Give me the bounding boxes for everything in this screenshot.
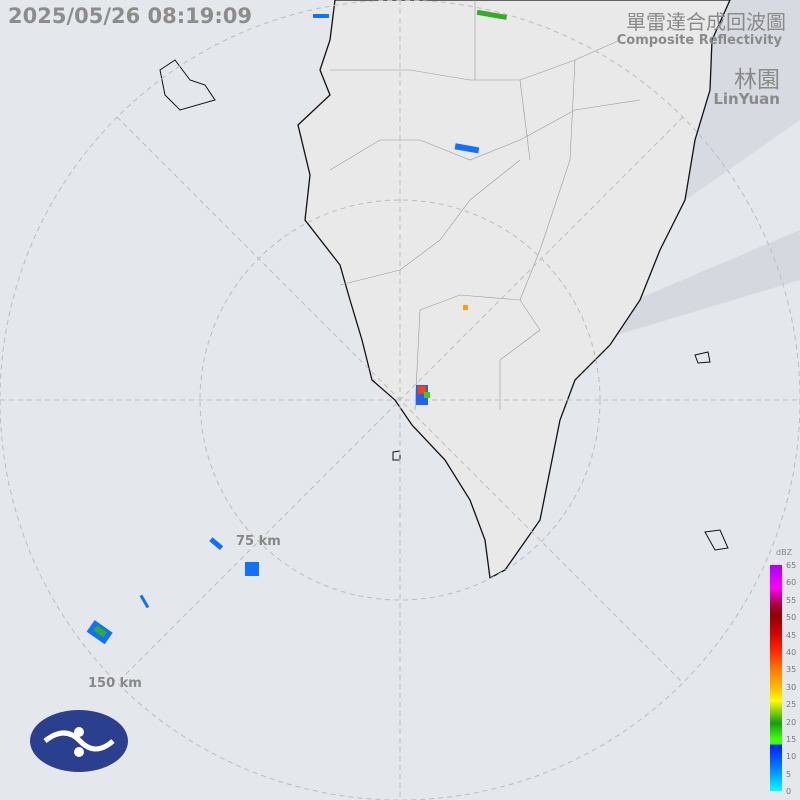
echo [463, 305, 468, 310]
legend-tick: 15 [786, 735, 797, 744]
echo [424, 392, 430, 398]
legend-tick: 5 [786, 769, 792, 779]
echo [209, 537, 224, 551]
legend-tick: 45 [786, 630, 797, 640]
legend-tick: 65 [786, 561, 797, 570]
cwa-logo [30, 710, 128, 772]
legend-unit: dBZ [776, 548, 793, 557]
echo [245, 562, 259, 576]
echo [454, 143, 480, 154]
echo [476, 9, 508, 20]
legend-tick: 35 [786, 665, 797, 675]
legend-tick: 40 [786, 648, 797, 657]
legend-colorbar [770, 565, 782, 791]
echo [313, 14, 329, 18]
legend-tick: 50 [786, 613, 797, 623]
taiwan-land [297, 0, 731, 580]
legend-tick: 30 [786, 682, 797, 692]
title-zh: 單雷達合成回波圖 [626, 10, 786, 34]
legend-tick: 55 [786, 595, 797, 605]
legend-tick: 20 [786, 717, 797, 727]
station-en: LinYuan [713, 90, 780, 108]
echo [139, 594, 150, 609]
echoes [86, 9, 508, 645]
legend-tick: 10 [786, 752, 797, 762]
ring-label-150: 150 km [88, 676, 142, 691]
station-zh: 林園 [734, 67, 780, 93]
echo [418, 386, 426, 394]
echo [93, 625, 107, 638]
legend-tick: 0 [786, 787, 792, 797]
ring-label-75: 75 km [236, 534, 281, 549]
timestamp: 2025/05/26 08:19:09 [8, 4, 253, 28]
county-borders [329, 0, 641, 411]
title-en: Composite Reflectivity [616, 33, 782, 48]
legend-tick: 25 [786, 700, 797, 710]
legend-tick: 60 [786, 578, 797, 588]
